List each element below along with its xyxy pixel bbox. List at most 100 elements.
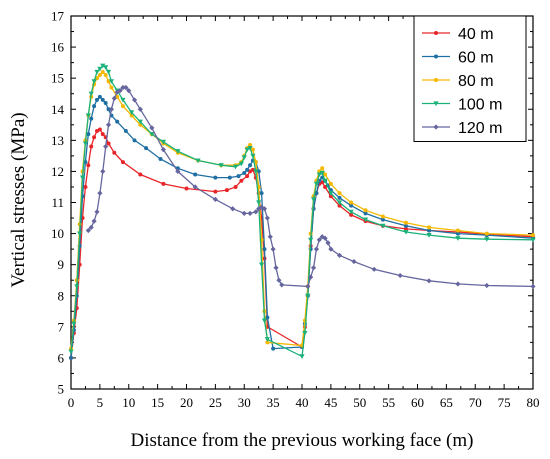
data-point	[242, 170, 247, 175]
data-point	[325, 240, 331, 246]
data-point	[111, 95, 117, 101]
data-point	[320, 166, 325, 171]
data-point	[232, 164, 239, 170]
data-point	[120, 97, 126, 103]
y-tick-label: 7	[58, 319, 65, 334]
data-point	[261, 318, 268, 324]
data-point	[319, 170, 325, 176]
data-point	[253, 209, 259, 215]
data-point	[403, 223, 408, 228]
data-point	[261, 206, 268, 212]
data-point	[530, 283, 536, 290]
x-tick-label: 65	[440, 395, 453, 410]
y-tick-label: 11	[51, 195, 64, 210]
data-point	[403, 220, 408, 225]
data-point	[265, 340, 270, 345]
data-point	[426, 233, 432, 238]
data-point	[103, 101, 108, 106]
x-tick-label: 45	[324, 395, 337, 410]
data-point	[253, 169, 259, 175]
data-point	[349, 212, 354, 217]
legend-item: 80 m	[422, 73, 494, 90]
data-point	[484, 231, 489, 236]
data-point	[299, 354, 305, 359]
data-point	[308, 237, 314, 243]
data-point	[273, 265, 279, 271]
data-point	[103, 143, 109, 150]
x-tick-label: 0	[68, 395, 75, 410]
data-point	[245, 167, 250, 172]
data-point	[86, 132, 91, 137]
data-point	[149, 125, 155, 131]
data-point	[362, 217, 369, 223]
data-point	[455, 228, 460, 233]
data-point	[244, 147, 250, 153]
data-point	[336, 252, 343, 258]
legend-label: 120 m	[458, 120, 502, 137]
data-point	[97, 94, 102, 99]
data-point	[403, 226, 408, 231]
data-point	[91, 79, 97, 84]
data-point	[323, 172, 328, 177]
data-point	[79, 175, 86, 181]
data-point	[115, 119, 120, 124]
x-tick-label: 50	[353, 395, 366, 410]
data-point	[192, 184, 198, 190]
data-point	[319, 234, 325, 240]
x-tick-label: 15	[151, 395, 164, 410]
data-point	[313, 181, 320, 187]
data-point	[175, 149, 181, 154]
data-point	[97, 190, 103, 196]
data-point	[175, 168, 181, 175]
data-point	[427, 228, 432, 233]
axes: 0 5 10 15 20 25 30 35 40 45 50 55 60 65 70 75 8056789101…	[51, 9, 540, 411]
data-point	[433, 101, 439, 107]
data-point	[270, 246, 276, 252]
y-tick-label: 8	[58, 288, 65, 303]
data-point	[149, 132, 155, 137]
data-point	[484, 282, 490, 289]
data-point	[129, 110, 135, 115]
legend-item: 120 m	[422, 120, 502, 137]
data-point	[247, 210, 253, 216]
y-axis-title: Vertical stresses (MPa)	[8, 112, 29, 287]
data-point	[455, 236, 461, 241]
data-point	[271, 346, 276, 351]
data-point	[310, 265, 317, 271]
data-point	[94, 209, 100, 215]
data-point	[212, 196, 218, 202]
data-point	[100, 132, 105, 137]
legend-item: 60 m	[422, 50, 494, 67]
data-point	[92, 135, 97, 140]
data-point	[247, 146, 253, 151]
data-point	[322, 178, 328, 184]
data-point	[250, 147, 255, 152]
data-point	[380, 223, 386, 229]
data-point	[380, 217, 385, 222]
x-tick-label: 30	[238, 395, 251, 410]
data-point	[108, 79, 115, 84]
data-point	[316, 237, 322, 243]
data-point	[89, 144, 94, 149]
data-point	[256, 200, 262, 206]
data-point	[82, 141, 89, 147]
data-point	[245, 174, 250, 179]
data-point	[224, 188, 229, 193]
data-point	[85, 227, 91, 234]
data-point	[108, 106, 115, 112]
x-tick-label: 75	[498, 395, 511, 410]
y-tick-label: 12	[51, 164, 64, 179]
data-point	[531, 233, 535, 238]
data-point	[434, 54, 438, 59]
y-tick-label: 16	[51, 40, 65, 55]
data-point	[248, 163, 253, 168]
legend: 40 m 60 m 80 m 100 m 120 m	[413, 15, 527, 142]
data-point	[236, 174, 241, 179]
data-point	[265, 315, 270, 320]
data-point	[337, 203, 342, 208]
data-point	[351, 258, 357, 265]
data-point	[484, 237, 490, 242]
data-point	[213, 175, 218, 180]
data-point	[112, 150, 117, 155]
